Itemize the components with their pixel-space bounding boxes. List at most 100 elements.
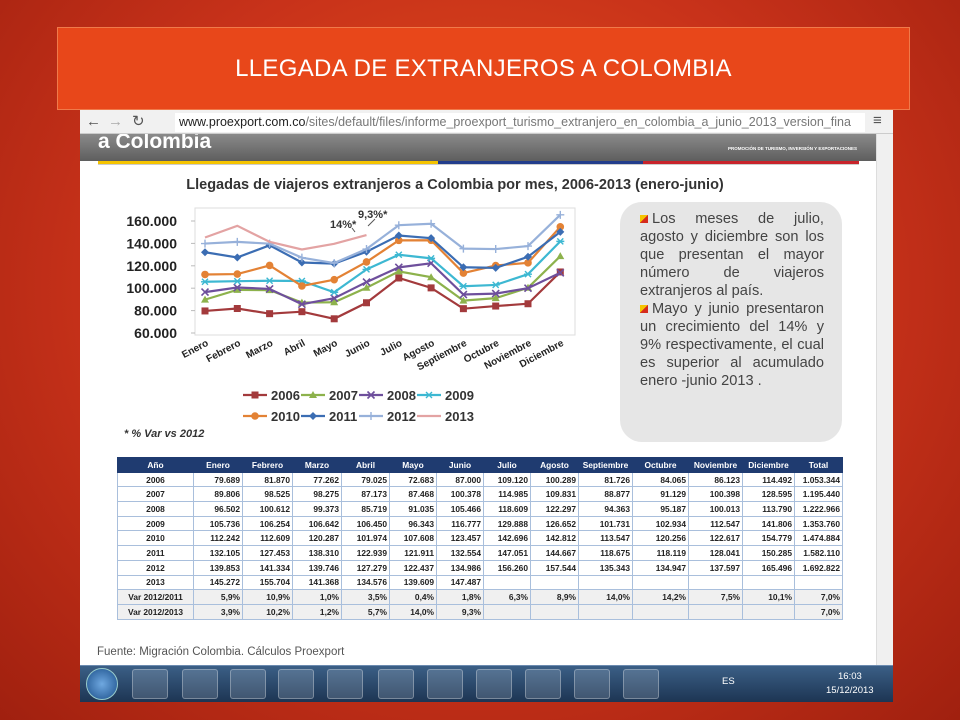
table-cell: 127.279: [341, 559, 390, 576]
marker: [491, 245, 500, 254]
table-cell: 126.652: [530, 515, 579, 532]
legend-marker: [251, 391, 259, 399]
start-button[interactable]: [86, 668, 118, 700]
table-cell: Febrero: [242, 457, 293, 473]
table-cell: 165.496: [742, 559, 795, 576]
table-cell: 5,9%: [193, 589, 243, 605]
x-tick-label: Abril: [282, 338, 307, 359]
data-table: Año Enero Febrero Marzo Abril Mayo Junio Julio A…: [117, 457, 843, 620]
x-tick-label: Febrero: [205, 338, 243, 365]
source-note: Fuente: Migración Colombia. Cálculos Pro…: [97, 646, 345, 658]
app-icon[interactable]: [574, 669, 610, 699]
app-icon[interactable]: [278, 669, 314, 699]
table-cell: 8,9%: [530, 589, 579, 605]
marker: [298, 282, 306, 290]
table-cell: 2011: [117, 545, 194, 561]
app-icon[interactable]: [623, 669, 659, 699]
table-cell: 84.065: [632, 471, 689, 488]
marker: [524, 252, 532, 261]
table-cell: 98.525: [242, 486, 293, 503]
chart-title: Llegadas de viajeros extranjeros a Colom…: [186, 177, 724, 193]
app-icon[interactable]: [182, 669, 218, 699]
table-cell: 107.608: [389, 530, 437, 547]
table-cell: 145.272: [193, 574, 243, 591]
app-icon[interactable]: [476, 669, 512, 699]
marker: [556, 210, 565, 219]
table-cell: 141.368: [292, 574, 342, 591]
table-cell: 87.173: [341, 486, 390, 503]
marker: [556, 252, 565, 260]
table-cell: 142.696: [483, 530, 531, 547]
table-cell: [483, 603, 531, 620]
marker: [330, 259, 339, 268]
marker: [201, 239, 209, 248]
series-line: [204, 255, 562, 304]
marker: [330, 288, 339, 296]
table-cell: 1,0%: [292, 589, 342, 605]
table-cell: 134.576: [341, 574, 390, 591]
table-cell: 1.195.440: [794, 486, 843, 503]
app-icon[interactable]: [230, 669, 266, 699]
table-header: Año Enero Febrero Marzo Abril Mayo Junio Julio A…: [117, 457, 843, 473]
y-tick-label: 140.000: [126, 235, 177, 251]
reload-button[interactable]: ↻: [132, 113, 145, 130]
table-cell: 2009: [117, 515, 194, 532]
annotation: 9,3%*: [358, 209, 388, 221]
marker: [427, 254, 436, 262]
table-cell: 100.398: [688, 486, 743, 503]
language[interactable]: ES: [722, 676, 735, 687]
marker: [362, 258, 371, 266]
plot-area: [194, 207, 576, 336]
marker: [491, 263, 500, 272]
y-tick-label: 160.000: [126, 213, 177, 229]
table-cell: 139.609: [389, 574, 437, 591]
table-cell: 122.617: [688, 530, 743, 547]
marker: [427, 234, 436, 243]
table-cell: 109.120: [483, 471, 531, 488]
table-cell: 118.609: [483, 501, 531, 517]
forward-button[interactable]: →: [108, 113, 123, 130]
table-row: 2009 105.736 106.254 106.642 106.450 96.343 11…: [117, 515, 843, 532]
table-cell: 109.831: [530, 486, 579, 503]
table-cell: 91.035: [389, 501, 437, 517]
marker: [524, 300, 532, 308]
app-icon[interactable]: [327, 669, 363, 699]
marker: [233, 305, 241, 313]
back-button[interactable]: ←: [86, 113, 101, 130]
bullet: Los meses de julio, agosto y diciembre s…: [640, 211, 824, 299]
marker: [266, 310, 274, 318]
address-bar[interactable]: www.proexport.com.co/sites/default/files…: [175, 113, 865, 132]
table-cell: [688, 574, 743, 591]
table-cell: [688, 603, 743, 620]
menu-button[interactable]: ≡: [873, 112, 882, 129]
scrollbar[interactable]: [876, 134, 893, 665]
table-cell: 141.334: [242, 559, 293, 576]
app-icon[interactable]: [525, 669, 561, 699]
clock-time: 16:03: [838, 671, 862, 682]
table-cell: Enero: [193, 457, 243, 473]
table-cell: 138.310: [292, 545, 342, 561]
table-cell: 10,9%: [242, 589, 293, 605]
marker: [459, 296, 468, 304]
app-icon[interactable]: [132, 669, 168, 699]
table-cell: 112.609: [242, 530, 293, 547]
logo-caption: PROMOCIÓN DE TURISMO, INVERSIÓN Y EXPORT…: [728, 146, 858, 151]
legend-marker: [366, 390, 376, 400]
bullet-box: Los meses de julio, agosto y diciembre s…: [620, 202, 842, 442]
marker: [201, 295, 209, 303]
app-icon[interactable]: [378, 669, 414, 699]
table-row: Var 2012/2013 3,9% 10,2% 1,2% 5,7% 14,0% 9,3% 7…: [117, 603, 843, 620]
series-line: [204, 240, 562, 294]
app-icon[interactable]: [427, 669, 463, 699]
marker: [201, 248, 209, 257]
marker: [362, 245, 371, 254]
table-cell: 123.457: [436, 530, 484, 547]
table-cell: Var 2012/2013: [117, 603, 194, 620]
table-cell: 139.746: [292, 559, 342, 576]
table-cell: 122.437: [389, 559, 437, 576]
table-cell: 147.051: [483, 545, 531, 561]
table-cell: 95.187: [632, 501, 689, 517]
marker: [394, 231, 403, 240]
table-cell: [742, 603, 795, 620]
table-cell: 101.731: [578, 515, 633, 532]
